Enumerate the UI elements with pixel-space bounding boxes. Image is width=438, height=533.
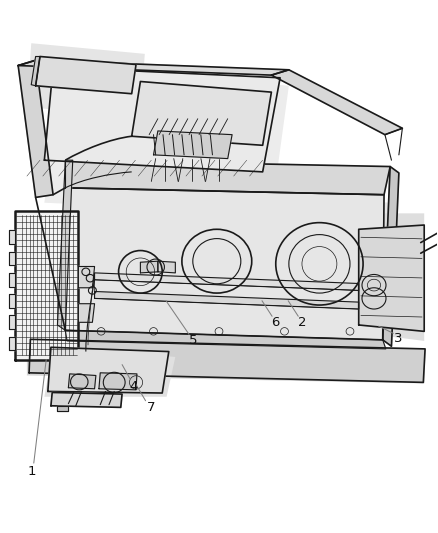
Text: 5: 5 <box>188 334 197 348</box>
Polygon shape <box>65 188 384 340</box>
Polygon shape <box>68 374 96 389</box>
Polygon shape <box>9 273 15 287</box>
Polygon shape <box>51 392 122 407</box>
Polygon shape <box>78 304 95 322</box>
Polygon shape <box>158 261 175 273</box>
Polygon shape <box>29 340 425 382</box>
Text: 2: 2 <box>298 316 306 329</box>
Polygon shape <box>35 56 136 94</box>
Polygon shape <box>44 67 280 172</box>
Polygon shape <box>44 349 175 397</box>
Polygon shape <box>65 160 390 195</box>
Polygon shape <box>9 252 15 265</box>
Text: 7: 7 <box>147 401 155 414</box>
Polygon shape <box>9 230 15 244</box>
Polygon shape <box>341 213 424 341</box>
Polygon shape <box>57 406 68 411</box>
Text: 1: 1 <box>28 465 36 478</box>
Polygon shape <box>15 211 78 360</box>
Polygon shape <box>99 373 137 390</box>
Polygon shape <box>9 316 15 329</box>
Polygon shape <box>132 82 272 146</box>
Polygon shape <box>383 166 399 346</box>
Polygon shape <box>57 160 73 330</box>
Polygon shape <box>27 344 424 383</box>
Polygon shape <box>66 192 394 341</box>
Polygon shape <box>48 348 169 393</box>
Polygon shape <box>27 43 145 118</box>
Polygon shape <box>18 60 289 75</box>
Text: 4: 4 <box>130 379 138 393</box>
Polygon shape <box>272 70 403 135</box>
Polygon shape <box>9 337 15 351</box>
Polygon shape <box>153 131 232 159</box>
Text: 6: 6 <box>272 316 280 329</box>
Polygon shape <box>95 273 359 290</box>
Polygon shape <box>78 266 95 288</box>
Polygon shape <box>18 60 53 197</box>
Polygon shape <box>141 261 158 273</box>
Polygon shape <box>16 213 77 357</box>
Text: 3: 3 <box>394 332 402 345</box>
Polygon shape <box>9 294 15 308</box>
Polygon shape <box>31 56 40 86</box>
Polygon shape <box>359 225 424 332</box>
Polygon shape <box>95 292 359 309</box>
Polygon shape <box>44 64 289 213</box>
Polygon shape <box>65 330 386 349</box>
